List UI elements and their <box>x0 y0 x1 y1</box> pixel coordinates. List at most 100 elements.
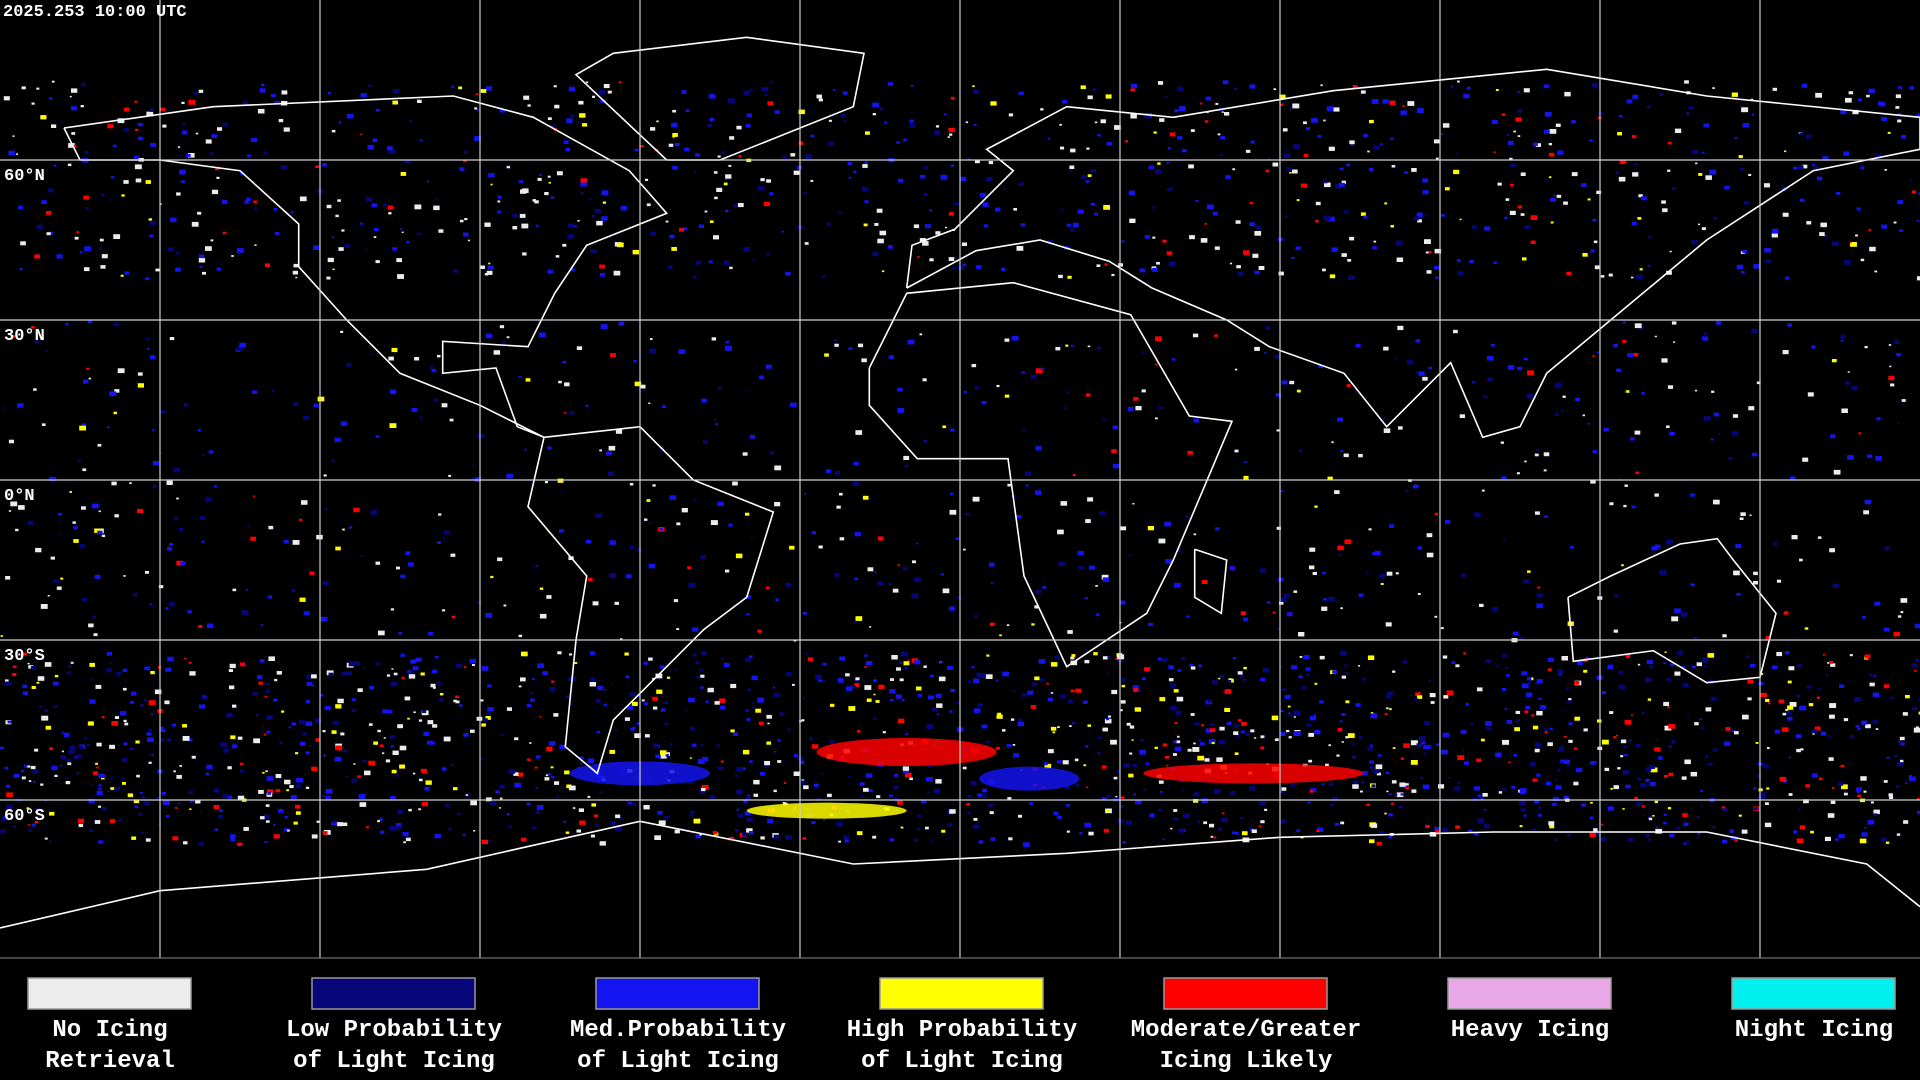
icing-pixel <box>1647 106 1650 108</box>
icing-pixel <box>121 777 124 780</box>
icing-pixel <box>283 127 290 132</box>
icing-pixel <box>1634 430 1641 435</box>
icing-pixel <box>1166 251 1173 256</box>
icing-pixel <box>1899 229 1903 232</box>
icing-pixel <box>1018 91 1024 96</box>
icing-pixel <box>493 350 501 355</box>
icing-pixel <box>559 529 564 533</box>
icing-pixel <box>1847 455 1854 460</box>
icing-pixel <box>305 700 311 704</box>
icing-pixel <box>123 742 128 746</box>
icing-pixel <box>1888 376 1895 381</box>
icing-pixel <box>1152 206 1156 209</box>
icing-pixel <box>1649 665 1653 669</box>
icing-pixel <box>564 412 567 414</box>
icing-pixel <box>901 699 905 702</box>
icing-pixel <box>858 343 864 348</box>
icing-pixel <box>278 809 284 813</box>
icing-pixel <box>757 186 765 191</box>
icing-pixel <box>594 208 601 213</box>
icing-pixel <box>1070 344 1074 347</box>
icing-pixel <box>1839 684 1845 688</box>
icing-pixel <box>420 768 427 774</box>
icing-pixel <box>1417 219 1422 223</box>
icing-pixel <box>1258 825 1262 828</box>
icing-pixel <box>1651 546 1658 551</box>
icing-pixel <box>486 712 492 716</box>
icing-pixel <box>485 86 493 91</box>
icing-pixel <box>1690 583 1695 587</box>
icing-pixel <box>828 119 832 122</box>
icing-pixel <box>938 676 946 682</box>
icing-pixel <box>618 321 625 326</box>
icing-pixel <box>1741 829 1748 834</box>
icing-pixel <box>1753 571 1758 576</box>
icing-pixel <box>971 666 975 669</box>
icing-pixel <box>1126 820 1133 825</box>
icing-pixel <box>902 769 910 774</box>
icing-pixel <box>595 513 602 518</box>
icing-pixel <box>70 661 74 664</box>
icing-pixel <box>1062 760 1069 765</box>
icing-pixel <box>1397 325 1404 331</box>
icing-pixel <box>1521 671 1528 676</box>
icing-pixel <box>1164 96 1168 98</box>
icing-pixel <box>348 662 355 667</box>
icing-pixel <box>1204 758 1210 762</box>
icing-pixel <box>1699 718 1702 721</box>
icing-pixel <box>264 841 268 843</box>
icing-pixel <box>1210 835 1214 838</box>
icing-pixel <box>1650 767 1658 773</box>
icing-pixel <box>342 749 347 753</box>
icing-pixel <box>1082 700 1088 704</box>
icing-pixel <box>358 794 366 799</box>
icing-pixel <box>399 745 407 751</box>
icing-pixel <box>1506 134 1509 136</box>
icing-pixel <box>1667 807 1672 810</box>
icing-pixel <box>1671 740 1676 744</box>
icing-pixel <box>1121 684 1126 688</box>
icing-pixel <box>1850 242 1857 247</box>
icing-pixel <box>1289 171 1292 174</box>
icing-pixel <box>28 824 31 826</box>
icing-pixel <box>752 259 755 261</box>
icing-pixel <box>1457 755 1465 760</box>
icing-pixel <box>1126 722 1131 726</box>
icing-pixel <box>20 241 26 246</box>
icing-pixel <box>728 836 734 841</box>
icing-pixel <box>685 109 690 112</box>
icing-pixel <box>723 662 730 667</box>
icing-pixel <box>999 634 1002 637</box>
icing-pixel <box>1646 767 1652 771</box>
icing-pixel <box>1536 679 1543 684</box>
icing-pixel <box>1135 799 1142 805</box>
icing-pixel <box>1214 246 1220 250</box>
icing-pixel <box>1625 390 1630 393</box>
icing-pixel <box>1554 779 1558 782</box>
icing-pixel <box>1483 824 1490 829</box>
icing-pixel <box>1241 722 1247 726</box>
icing-pixel <box>665 753 669 757</box>
icing-pixel <box>430 683 436 688</box>
icing-pixel <box>1868 228 1872 231</box>
icing-pixel <box>1242 678 1247 681</box>
icing-pixel <box>1631 505 1636 509</box>
icing-pixel <box>267 789 274 794</box>
icing-pixel <box>433 205 440 211</box>
icing-pixel <box>92 771 98 775</box>
icing-pixel <box>1295 246 1301 251</box>
icing-pixel <box>1139 268 1145 273</box>
icing-pixel <box>1037 488 1042 492</box>
icing-pixel <box>1504 216 1508 219</box>
icing-pixel <box>1237 671 1243 675</box>
icing-pixel <box>1031 682 1037 687</box>
icing-pixel <box>940 174 948 180</box>
icing-pixel <box>95 762 98 765</box>
icing-pixel <box>1789 702 1797 707</box>
icing-pixel <box>696 675 701 679</box>
icing-pixel <box>254 244 257 246</box>
icing-pixel <box>1415 371 1419 374</box>
icing-pixel <box>1451 85 1454 88</box>
icing-pixel <box>1573 781 1579 786</box>
icing-pixel <box>535 224 539 227</box>
